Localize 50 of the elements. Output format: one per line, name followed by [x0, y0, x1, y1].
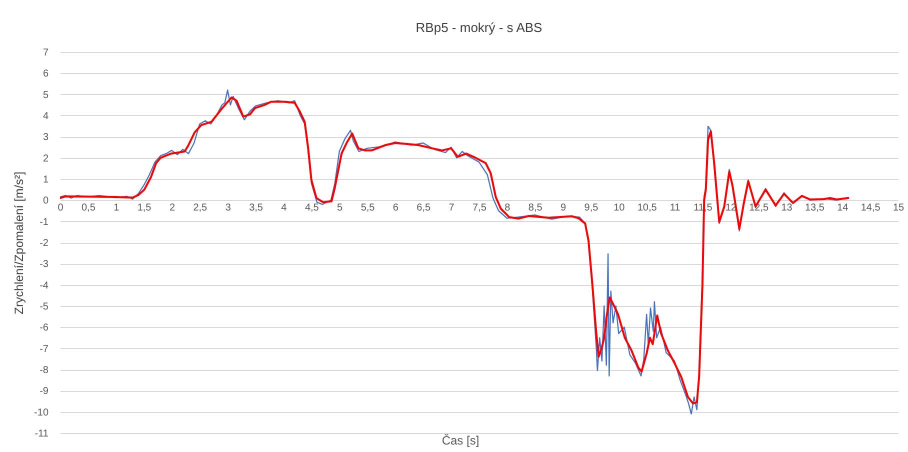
y-tick-label: 6 — [42, 68, 49, 80]
x-tick-label: 0,5 — [81, 202, 96, 214]
y-tick-label: -3 — [40, 259, 49, 270]
x-tick-label: 8,5 — [528, 202, 543, 214]
y-tick-label: 5 — [42, 90, 49, 101]
y-tick-label: -5 — [40, 302, 49, 312]
y-tick-label: -7 — [40, 344, 49, 355]
y-tick-label: 3 — [42, 132, 49, 144]
x-tick-label: 3 — [225, 202, 232, 214]
x-tick-label: 7,5 — [472, 202, 487, 214]
x-axis-title: Čas [s] — [442, 434, 480, 448]
x-tick-label: 7 — [448, 202, 455, 214]
x-tick-label: 4 — [281, 202, 288, 214]
x-tick-label: 14 — [837, 202, 849, 214]
y-tick-label: 2 — [42, 153, 49, 164]
y-tick-label: -6 — [40, 322, 49, 334]
y-tick-label: 1 — [42, 174, 49, 186]
y-tick-label: -8 — [40, 365, 49, 376]
y-tick-label: -2 — [40, 238, 49, 249]
x-tick-label: 13,5 — [804, 202, 825, 214]
y-tick-label: -4 — [40, 280, 49, 292]
x-tick-label: 0 — [58, 202, 64, 214]
x-tick-label: 10,5 — [637, 202, 658, 214]
x-tick-label: 10 — [614, 202, 626, 214]
x-tick-label: 14,5 — [860, 202, 881, 214]
y-tick-label: -1 — [40, 216, 49, 228]
chart-title: RBp5 - mokrý - s ABS — [416, 20, 543, 35]
x-tick-label: 15 — [892, 202, 904, 214]
x-tick-label: 6,5 — [416, 202, 432, 214]
x-tick-label: 13 — [781, 202, 793, 214]
x-tick-label: 8 — [504, 202, 511, 214]
y-tick-label: 0 — [42, 196, 49, 207]
x-tick-label: 2,5 — [193, 202, 208, 214]
x-tick-label: 1,5 — [137, 202, 152, 214]
y-axis-title: Zrychlení/Zpomalení [m/s²] — [12, 172, 26, 314]
y-tick-label: -10 — [34, 407, 49, 418]
x-tick-label: 3,5 — [249, 202, 264, 214]
y-tick-label: 7 — [42, 48, 49, 58]
x-tick-label: 11 — [670, 202, 681, 214]
x-tick-label: 5,5 — [360, 202, 376, 214]
y-tick-label: 4 — [42, 111, 49, 122]
x-tick-label: 6 — [392, 202, 399, 214]
x-tick-label: 1 — [114, 202, 120, 214]
x-tick-label: 9,5 — [584, 202, 599, 214]
y-tick-label: -11 — [34, 428, 49, 440]
y-tick-label: -9 — [40, 386, 49, 398]
x-tick-label: 5 — [337, 202, 344, 214]
x-tick-label: 4,5 — [304, 202, 320, 214]
x-tick-label: 2 — [169, 202, 176, 214]
x-tick-label: 9 — [560, 202, 567, 214]
